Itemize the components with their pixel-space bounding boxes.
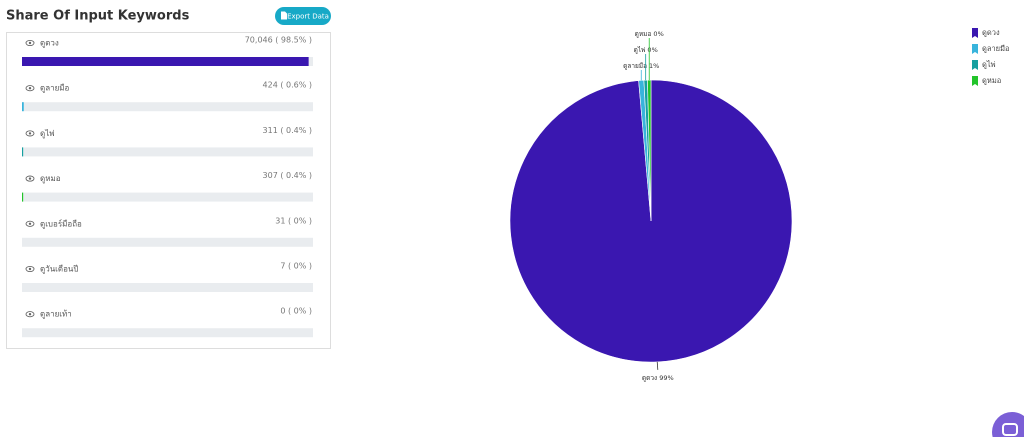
progress-bar [22, 147, 24, 157]
eye-pupil [28, 313, 32, 316]
export-button-bg[interactable] [275, 7, 331, 25]
export-button-label[interactable]: Export Data [287, 13, 329, 21]
keyword-name: ดูเบอร์มือถือ [40, 218, 82, 229]
eye-outline [25, 39, 35, 47]
file-icon [281, 11, 287, 20]
keyword-list: ดูดวง 70,046 ( 98.5% ) ดูลายมือ 424 ( 0.6% … [22, 36, 313, 338]
progress-bar [22, 57, 309, 66]
keyword-name: ดูวันเดือนปี [40, 265, 78, 275]
eye-pupil [28, 177, 32, 180]
legend-label: ดูดวง [982, 28, 1000, 37]
progress-bar [22, 192, 24, 202]
legend-label: ดูหมอ [982, 76, 1001, 85]
eye-pupil [28, 267, 32, 271]
eye-pupil [28, 87, 32, 90]
eye-pupil [28, 41, 32, 45]
progress-track [22, 102, 313, 112]
pie-label: ดูลายมือ 1% [623, 62, 659, 70]
eye-outline [25, 130, 35, 137]
keyword-name: ดูลายมือ [40, 84, 70, 94]
keyword-name: ดูดวง [40, 39, 59, 49]
eye-icon[interactable] [25, 130, 35, 137]
eye-pupil [28, 132, 32, 135]
eye-outline [25, 220, 35, 227]
eye-outline [25, 311, 35, 318]
progress-track [22, 328, 313, 338]
pie-label: ดูดวง 99% [642, 374, 674, 382]
pie-label: ดูไพ่ 0% [634, 46, 658, 54]
progress-track [22, 237, 313, 247]
keyword-count: 0 ( 0% ) [280, 307, 312, 316]
legend-swatch [972, 76, 978, 86]
keyword-count: 70,046 ( 98.5% ) [245, 36, 312, 45]
legend-label: ดูลายมือ [982, 44, 1010, 53]
progress-track [22, 283, 313, 292]
eye-icon[interactable] [25, 85, 35, 92]
eye-outline [25, 175, 35, 182]
keyword-panel [6, 32, 331, 349]
legend-label: ดูไพ่ [982, 60, 996, 69]
keyword-count: 307 ( 0.4% ) [263, 171, 312, 180]
legend-swatch [972, 44, 978, 54]
keyword-count: 7 ( 0% ) [280, 262, 312, 271]
progress-track [22, 147, 313, 157]
eye-icon[interactable] [25, 39, 35, 47]
pie-chart: ดูดวง 99% ดูลายมือ 1% ดูไพ่ 0% ดูหมอ 0% [509, 30, 793, 382]
eye-icon[interactable] [25, 311, 35, 318]
legend-swatch [972, 60, 978, 70]
keyword-name: ดูหมอ [40, 174, 61, 184]
eye-icon[interactable] [25, 220, 35, 227]
eye-icon[interactable] [25, 265, 35, 273]
keyword-count: 31 ( 0% ) [275, 216, 312, 225]
progress-bar [22, 102, 24, 112]
keyword-count: 311 ( 0.4% ) [263, 126, 312, 135]
progress-track [22, 192, 313, 202]
eye-outline [25, 85, 35, 92]
eye-icon[interactable] [25, 175, 35, 182]
eye-pupil [28, 222, 32, 225]
keyword-count: 424 ( 0.6% ) [263, 81, 312, 90]
export-button[interactable]: Export Data [275, 7, 331, 25]
chat-icon [1002, 423, 1018, 436]
eye-outline [25, 265, 35, 273]
pie-label: ดูหมอ 0% [635, 30, 664, 38]
legend-swatch [972, 28, 978, 38]
panel-title: Share Of Input Keywords [6, 9, 190, 24]
keyword-name: ดูลายเท้า [40, 310, 72, 320]
leader-line [656, 361, 659, 370]
keyword-name: ดูไพ่ [40, 129, 55, 139]
